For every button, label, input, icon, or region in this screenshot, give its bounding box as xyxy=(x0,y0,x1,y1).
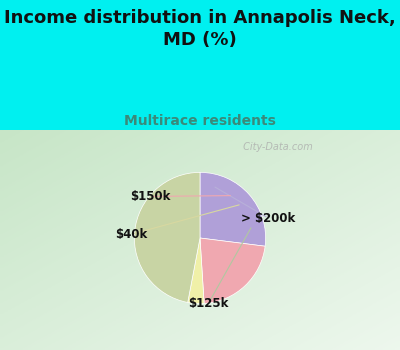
Wedge shape xyxy=(134,173,200,302)
Text: Income distribution in Annapolis Neck,
MD (%): Income distribution in Annapolis Neck, M… xyxy=(4,9,396,49)
Text: $125k: $125k xyxy=(188,297,229,310)
Wedge shape xyxy=(188,238,204,304)
Wedge shape xyxy=(200,173,266,246)
Text: City-Data.com: City-Data.com xyxy=(240,142,313,152)
Wedge shape xyxy=(200,238,265,303)
Text: $40k: $40k xyxy=(115,228,148,241)
Text: > $200k: > $200k xyxy=(241,212,296,225)
Text: $150k: $150k xyxy=(130,190,170,203)
Text: Multirace residents: Multirace residents xyxy=(124,114,276,128)
